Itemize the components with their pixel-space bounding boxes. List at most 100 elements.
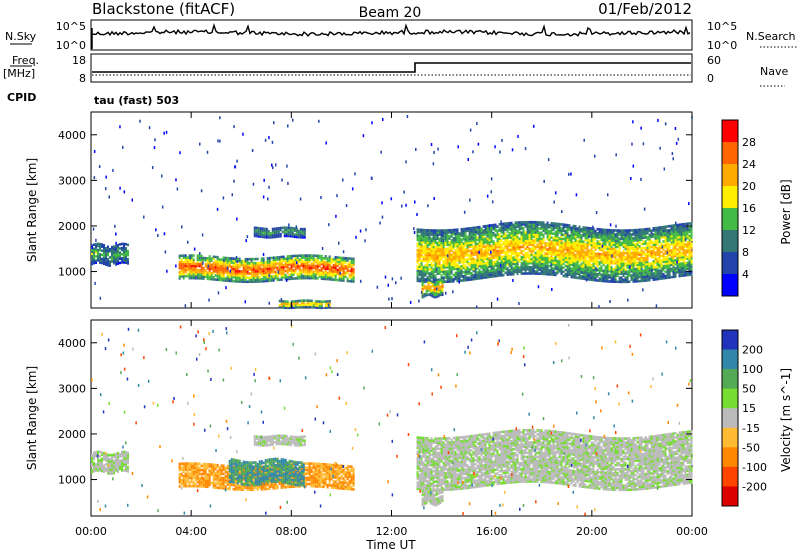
echo-cell: [230, 267, 233, 271]
echo-cell: [644, 236, 647, 239]
echo-cell: [568, 259, 571, 262]
echo-cell: [458, 269, 461, 272]
echo-cell: [474, 244, 477, 248]
echo-cell: [596, 234, 599, 237]
echo-cell: [474, 271, 477, 275]
echo-cell: [498, 235, 501, 238]
echo-cell: [302, 299, 305, 302]
echo-cell: [107, 263, 109, 267]
echo-cell: [536, 260, 539, 263]
echo-cell: [542, 239, 545, 243]
echo-cell: [680, 272, 683, 276]
echo-cell: [282, 263, 285, 267]
echo-cell: [285, 230, 288, 234]
echo-cell: [328, 259, 331, 263]
echo-cell: [452, 247, 455, 250]
echo-cell: [266, 259, 269, 262]
echo-cell: [590, 249, 593, 253]
echo-cell: [540, 260, 543, 263]
echo-cell: [346, 265, 349, 268]
echo-cell: [271, 233, 274, 237]
echo-cell: [430, 243, 433, 247]
echo-cell: [638, 228, 641, 232]
echo-cell: [508, 240, 511, 243]
echo-cell: [540, 237, 543, 241]
echo-cell: [570, 255, 573, 258]
echo-cell: [420, 253, 423, 256]
echo-cell: [598, 240, 601, 244]
echo-cell: [548, 240, 551, 243]
echo-cell: [570, 269, 573, 273]
scatter-echo: [184, 304, 187, 308]
echo-cell: [444, 231, 447, 234]
echo-cell: [596, 264, 599, 268]
echo-cell: [616, 253, 619, 257]
echo-cell: [504, 271, 507, 275]
echo-cell: [650, 235, 653, 239]
echo-cell: [602, 248, 605, 252]
echo-cell: [282, 300, 285, 303]
echo-cell: [444, 229, 447, 232]
echo-cell: [556, 249, 559, 252]
echo-cell: [582, 269, 585, 272]
echo-cell: [342, 260, 345, 264]
echo-cell: [300, 299, 303, 303]
echo-cell: [178, 264, 181, 268]
echo-cell: [546, 231, 549, 235]
echo-cell: [440, 276, 443, 280]
nsky-bottom-tick: 10^0: [56, 39, 86, 52]
echo-cell: [202, 269, 205, 272]
echo-cell: [474, 234, 477, 238]
echo-cell: [99, 246, 101, 250]
echo-cell: [322, 259, 325, 262]
echo-cell: [312, 274, 315, 278]
echo-cell: [558, 249, 561, 253]
echo-cell: [429, 291, 432, 295]
echo-cell: [570, 230, 573, 234]
scatter-echo: [166, 269, 168, 273]
echo-cell: [556, 243, 559, 246]
echo-cell: [208, 269, 211, 273]
echo-cell: [524, 243, 527, 247]
echo-cell: [632, 233, 635, 236]
echo-cell: [534, 247, 537, 251]
echo-cell: [468, 227, 471, 230]
echo-cell: [690, 234, 693, 237]
echo-cell: [610, 235, 613, 238]
echo-cell: [93, 453, 95, 457]
echo-cell: [610, 245, 613, 249]
echo-cell: [500, 228, 503, 232]
echo-cell: [286, 257, 289, 260]
echo-cell: [244, 264, 247, 267]
echo-cell: [250, 261, 253, 265]
echo-cell: [514, 221, 517, 225]
echo-cell: [460, 260, 463, 264]
echo-cell: [626, 243, 629, 247]
echo-cell: [584, 253, 587, 256]
echo-cell: [536, 266, 539, 269]
echo-cell: [528, 266, 531, 269]
echo-cell: [265, 236, 268, 239]
echo-cell: [600, 246, 603, 250]
echo-cell: [592, 239, 595, 243]
echo-cell: [684, 257, 687, 261]
echo-cell: [668, 243, 671, 246]
echo-cell: [111, 245, 113, 249]
echo-cell: [536, 221, 539, 224]
echo-cell: [109, 262, 111, 265]
echo-cell: [494, 246, 497, 249]
echo-cell: [552, 248, 555, 252]
echo-cell: [99, 242, 101, 246]
echo-cell: [458, 267, 461, 270]
echo-cell: [127, 253, 129, 257]
echo-cell: [484, 247, 487, 251]
echo-cell: [484, 255, 487, 259]
echo-cell: [350, 259, 353, 263]
echo-cell: [350, 269, 353, 273]
echo-cell: [624, 231, 627, 234]
echo-cell: [592, 229, 595, 233]
echo-cell: [620, 233, 623, 236]
echo-cell: [472, 259, 475, 263]
echo-cell: [540, 243, 543, 247]
echo-cell: [107, 251, 109, 255]
